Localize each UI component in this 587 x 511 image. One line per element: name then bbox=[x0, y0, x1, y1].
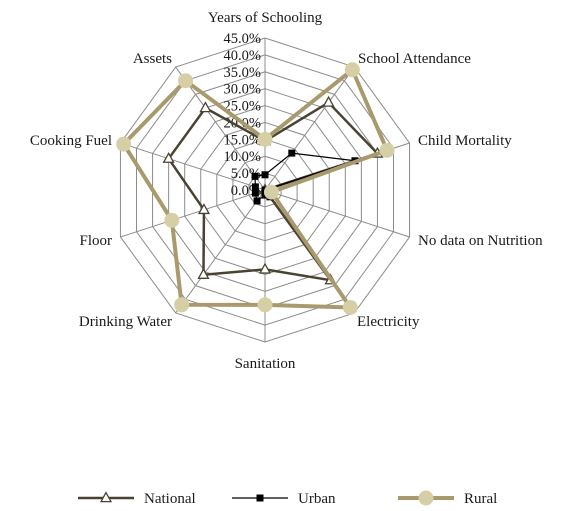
legend-label-rural: Rural bbox=[464, 491, 497, 507]
category-label: Years of Schooling bbox=[208, 10, 323, 26]
category-label: School Attendance bbox=[358, 51, 471, 67]
point-national bbox=[322, 95, 335, 107]
spoke bbox=[264, 66, 355, 191]
point-national bbox=[197, 203, 211, 215]
point-rural bbox=[257, 297, 273, 313]
point-rural bbox=[116, 136, 132, 152]
point-rural bbox=[164, 212, 180, 228]
point-national bbox=[258, 262, 272, 274]
tick-label: 35.0% bbox=[224, 65, 261, 81]
tick-label: 15.0% bbox=[224, 132, 261, 148]
legend-label-national: National bbox=[144, 491, 196, 507]
point-urban bbox=[251, 183, 259, 191]
legend: National Urban Rural bbox=[78, 490, 497, 507]
tick-label: 45.0% bbox=[224, 31, 261, 47]
legend-label-urban: Urban bbox=[298, 491, 336, 507]
category-label: No data on Nutrition bbox=[418, 233, 543, 249]
point-rural bbox=[344, 62, 360, 78]
tick-label: 10.0% bbox=[224, 149, 261, 165]
category-label: Floor bbox=[79, 233, 112, 249]
tick-label: 25.0% bbox=[224, 99, 261, 115]
category-label: Electricity bbox=[357, 314, 420, 330]
spoke bbox=[120, 189, 266, 238]
point-rural bbox=[379, 142, 395, 158]
category-label: Sanitation bbox=[235, 356, 296, 372]
point-rural bbox=[178, 73, 194, 89]
point-rural bbox=[257, 131, 273, 147]
point-national bbox=[162, 151, 175, 163]
point-rural bbox=[174, 297, 190, 313]
spoke bbox=[264, 189, 410, 238]
point-national bbox=[197, 267, 210, 279]
point-urban bbox=[251, 172, 259, 180]
category-label: Cooking Fuel bbox=[30, 133, 112, 149]
point-national bbox=[199, 101, 212, 113]
category-labels: Years of Schooling School Attendance Child… bbox=[30, 10, 543, 372]
legend-marker-urban bbox=[256, 494, 264, 502]
point-rural bbox=[342, 300, 358, 316]
category-label: Assets bbox=[133, 51, 172, 67]
category-label: Drinking Water bbox=[79, 314, 172, 330]
point-urban bbox=[288, 149, 296, 157]
point-rural bbox=[263, 184, 279, 200]
category-label: Child Mortality bbox=[418, 133, 512, 149]
tick-label: 30.0% bbox=[224, 82, 261, 98]
tick-label: 40.0% bbox=[224, 48, 261, 64]
spoke bbox=[120, 142, 266, 191]
spoke bbox=[175, 189, 266, 314]
series-group bbox=[116, 62, 395, 316]
point-urban bbox=[251, 189, 259, 197]
spoke bbox=[175, 66, 266, 191]
point-urban bbox=[253, 197, 261, 205]
legend-marker-national bbox=[99, 491, 113, 503]
radial-tick-labels: 0.0%5.0%10.0%15.0%20.0%25.0%30.0%35.0%40… bbox=[224, 31, 261, 199]
point-urban bbox=[261, 171, 269, 179]
legend-marker-rural bbox=[418, 490, 434, 506]
